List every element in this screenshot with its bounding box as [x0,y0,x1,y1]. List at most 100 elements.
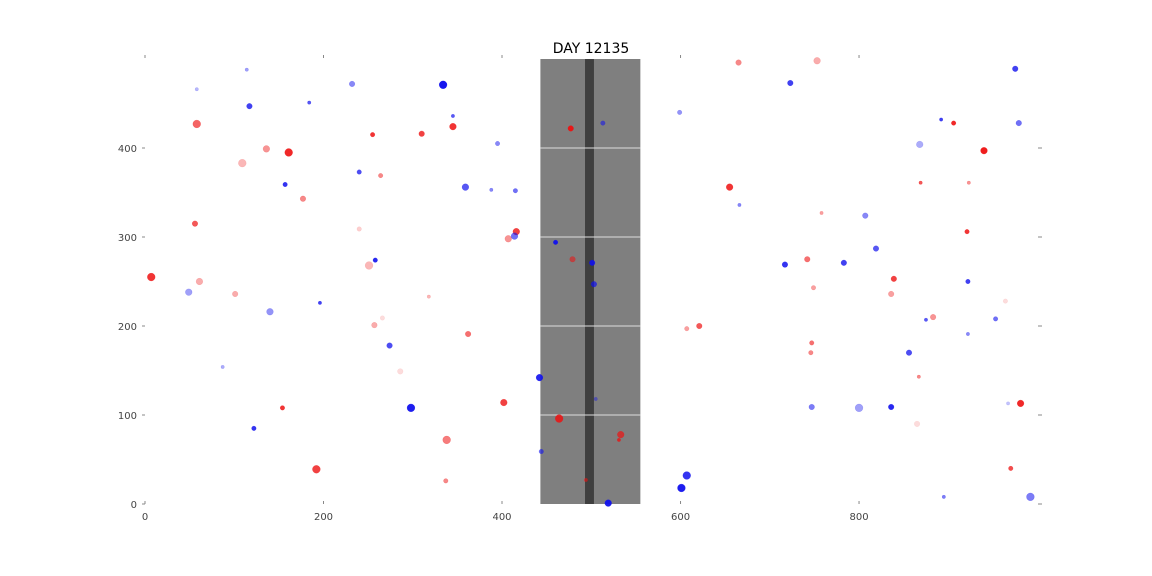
blue-data-point [677,483,686,493]
red-data-point [554,414,564,423]
blue-data-point [307,100,312,105]
red-data-point [192,119,201,129]
blue-data-point [939,117,944,122]
blue-data-point [965,332,970,336]
red-data-point [980,147,988,155]
red-data-point [1016,399,1025,408]
red-data-point [191,220,199,227]
blue-data-point [872,245,880,252]
blue-data-point [244,67,249,72]
red-data-point [312,465,321,474]
red-data-point [418,130,425,137]
red-data-point [684,326,690,332]
y-tick-label: 200 [118,322,137,333]
red-data-point [262,145,270,153]
red-data-point [238,158,247,168]
red-data-point [299,195,307,202]
blue-data-point [317,300,322,305]
red-data-point [1008,465,1014,471]
red-data-point [951,120,957,126]
blue-data-point [593,397,598,401]
red-data-point [567,125,574,132]
blue-data-point [356,169,362,175]
blue-data-point [682,471,691,480]
red-data-point [500,398,508,407]
red-data-point [583,478,588,482]
blue-data-point [251,425,257,431]
data-points [147,57,1035,507]
blue-data-point [1015,120,1022,127]
y-tick-label: 400 [118,144,137,155]
blue-data-point [538,448,544,454]
blue-data-point [512,188,518,194]
blue-data-point [372,257,378,263]
blue-data-point [589,259,596,266]
red-data-point [195,277,204,286]
band-dark-strip [585,59,594,504]
red-data-point [888,290,895,298]
red-data-point [1002,298,1008,304]
y-tick-label: 100 [118,411,137,422]
x-tick-label: 200 [314,512,333,523]
axis-ticks: 0 200 400 600 800 0 100 200 300 400 [118,55,1042,523]
red-data-point [379,315,385,321]
red-data-point [617,430,625,439]
red-data-point [916,374,921,379]
blue-data-point [461,183,470,191]
red-data-point [811,285,817,291]
red-data-point [966,180,971,185]
blue-data-point [600,120,606,126]
x-tick-label: 600 [671,512,690,523]
blue-data-point [924,317,928,322]
chart-title: DAY 12135 [553,41,630,57]
red-data-point [426,294,431,299]
blue-data-point [1012,65,1019,72]
red-data-point [356,226,362,232]
x-tick-label: 0 [142,512,148,523]
red-data-point [442,435,451,445]
red-data-point [371,322,378,329]
blue-data-point [840,259,847,266]
red-data-point [913,420,921,427]
red-data-point [918,180,923,185]
red-data-point [449,123,457,131]
red-data-point [147,272,156,282]
blue-data-point [349,80,356,87]
blue-data-point [495,141,501,147]
red-data-point [616,437,621,442]
red-data-point [364,261,374,270]
y-tick-label: 300 [118,233,137,244]
red-data-point [378,173,384,179]
blue-data-point [386,342,393,349]
blue-data-point [590,281,597,288]
red-data-point [504,235,512,243]
blue-data-point [185,288,193,296]
blue-data-point [406,403,416,413]
red-data-point [804,256,811,263]
blue-data-point [194,87,199,92]
blue-data-point [737,203,742,207]
red-data-point [279,405,285,411]
red-data-point [735,59,742,66]
blue-data-point [282,181,288,187]
blue-data-point [916,140,924,149]
red-data-point [443,478,449,484]
blue-data-point [438,80,448,89]
blue-data-point [510,232,519,240]
blue-data-point [888,403,895,411]
blue-data-point [941,494,946,499]
red-data-point [465,330,472,338]
x-tick-label: 800 [849,512,868,523]
blue-data-point [787,79,794,87]
red-data-point [808,350,814,356]
red-data-point [232,290,239,298]
blue-data-point [450,114,455,118]
blue-data-point [854,403,864,413]
red-data-point [397,368,404,375]
blue-data-point [489,187,494,192]
blue-data-point [677,109,683,115]
blue-data-point [965,279,971,284]
band-region [540,59,641,504]
y-tick-label: 0 [131,500,137,511]
